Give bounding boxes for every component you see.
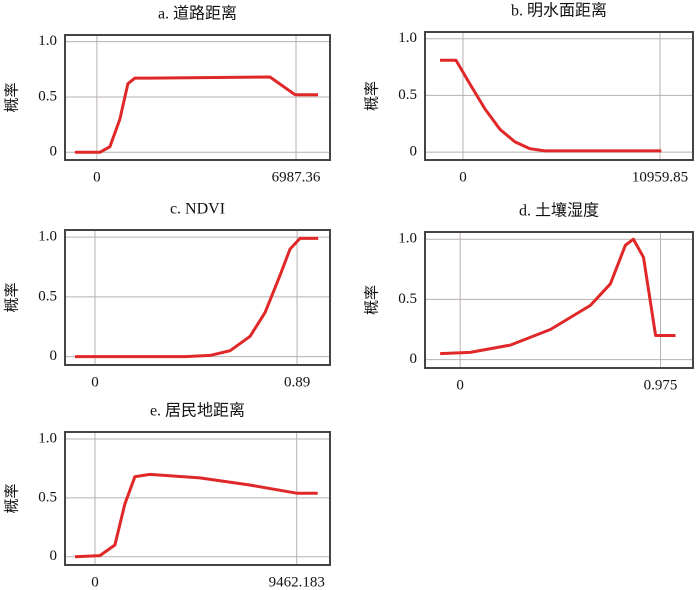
- y-tick-label: 0.5: [398, 291, 417, 307]
- y-axis-label: 概率: [363, 285, 380, 315]
- chart-title: d. 土壤湿度: [519, 201, 599, 220]
- y-tick-label: 1.0: [38, 229, 57, 245]
- plot-frame: [64, 431, 331, 566]
- x-tick-label: 0.89: [284, 374, 310, 390]
- x-tick-label: 0: [93, 169, 101, 185]
- y-axis-label: 概率: [363, 81, 380, 111]
- y-tick-label: 1.0: [398, 231, 417, 247]
- chart-title: c. NDVI: [170, 201, 225, 218]
- y-tick-label: 0.5: [38, 88, 57, 104]
- chart-title: b. 明水面距离: [511, 2, 607, 20]
- y-tick-label: 1.0: [398, 30, 417, 46]
- line-series: [440, 58, 662, 153]
- y-tick-label: 0: [50, 548, 58, 564]
- plot-frame: [64, 229, 331, 366]
- y-axis-label: 概率: [3, 483, 20, 513]
- x-tick-label: 0.975: [644, 377, 678, 393]
- plot-frame: [64, 34, 331, 161]
- y-tick-label: 0.5: [38, 489, 57, 505]
- x-tick-label: 6987.36: [272, 169, 321, 185]
- line-series: [74, 75, 318, 154]
- y-tick-label: 0: [50, 144, 58, 160]
- chart-title: a. 道路距离: [158, 5, 237, 23]
- x-tick-label: 0: [456, 377, 464, 393]
- y-tick-label: 0: [50, 348, 58, 364]
- y-tick-label: 0: [410, 351, 418, 367]
- y-tick-label: 0.5: [38, 288, 57, 304]
- line-series: [75, 236, 319, 359]
- x-tick-label: 10959.85: [632, 169, 688, 185]
- y-axis-label: 概率: [3, 82, 20, 112]
- y-tick-label: 1.0: [38, 33, 57, 49]
- chart-title: e. 居民地距离: [150, 402, 245, 420]
- chart-panel: c. NDVI 概率 0 0.5 1.0 0 0.89: [3, 201, 331, 390]
- y-axis-label: 概率: [3, 282, 20, 312]
- y-tick-label: 1.0: [38, 430, 57, 446]
- plot-frame: [424, 231, 694, 369]
- y-tick-label: 0.5: [398, 87, 417, 103]
- x-tick-label: 0: [459, 169, 467, 185]
- line-series: [74, 472, 318, 559]
- y-tick-label: 0: [410, 144, 418, 160]
- line-series: [440, 237, 676, 356]
- x-tick-label: 0: [91, 374, 99, 390]
- x-tick-label: 0: [91, 574, 99, 590]
- plot-frame: [424, 31, 694, 161]
- x-tick-label: 9462.183: [269, 574, 325, 590]
